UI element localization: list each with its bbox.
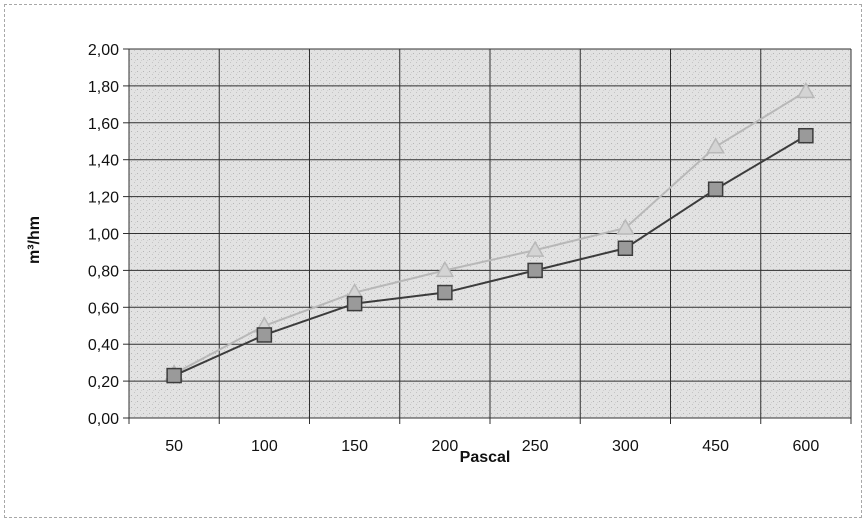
data-point-square [617,240,634,257]
data-point-square [437,284,453,301]
y-tick-label: 1,80 [88,79,119,96]
x-tick-label: 50 [165,438,183,455]
series-2 [166,127,814,384]
chart-frame: 0,00 0,20 0,40 0,60 0,80 1,00 1,20 1,40 1,60 1,80… [4,4,862,518]
axes [123,48,852,424]
x-tick-label: 150 [341,438,368,455]
series [164,81,816,384]
x-tick-label: 300 [612,438,639,455]
series-line [173,134,807,377]
data-point-triangle [706,137,725,154]
y-tick-label: 0,20 [88,374,119,391]
y-tick-label: 0,60 [88,300,119,317]
data-point-square [346,295,363,312]
gridlines [129,48,852,418]
y-tick-labels: 0,00 0,20 0,40 0,60 0,80 1,00 1,20 1,40 1,60 1,80… [88,42,119,428]
y-axis-title: m³/hm [26,216,43,264]
y-tick-label: 0,80 [88,263,119,280]
x-axis-title: Pascal [460,449,511,466]
x-tick-label: 450 [702,438,729,455]
data-point-triangle [525,240,545,257]
y-tick-label: 1,40 [88,153,119,170]
data-point-square [166,367,182,384]
data-point-triangle [435,260,455,278]
data-point-square [707,181,724,197]
x-tick-label: 100 [251,438,278,455]
line-chart: 0,00 0,20 0,40 0,60 0,80 1,00 1,20 1,40 1,60 1,80… [26,42,852,466]
y-tick-label: 1,00 [88,227,119,244]
x-tick-label: 600 [793,438,820,455]
x-tick-label: 200 [432,438,459,455]
y-tick-label: 1,60 [88,116,119,133]
x-tick-labels: 50 100 150 200 250 300 450 600 [165,438,819,455]
y-tick-label: 0,40 [88,337,119,354]
data-point-square [798,127,814,144]
data-point-triangle [616,218,635,235]
data-point-square [256,327,273,343]
data-point-triangle [796,81,816,99]
y-tick-label: 0,00 [88,411,119,428]
y-tick-label: 2,00 [88,42,119,59]
y-tick-label: 1,20 [88,190,119,207]
data-point-square [527,262,543,279]
series-line [173,90,807,375]
x-tick-label: 250 [522,438,549,455]
